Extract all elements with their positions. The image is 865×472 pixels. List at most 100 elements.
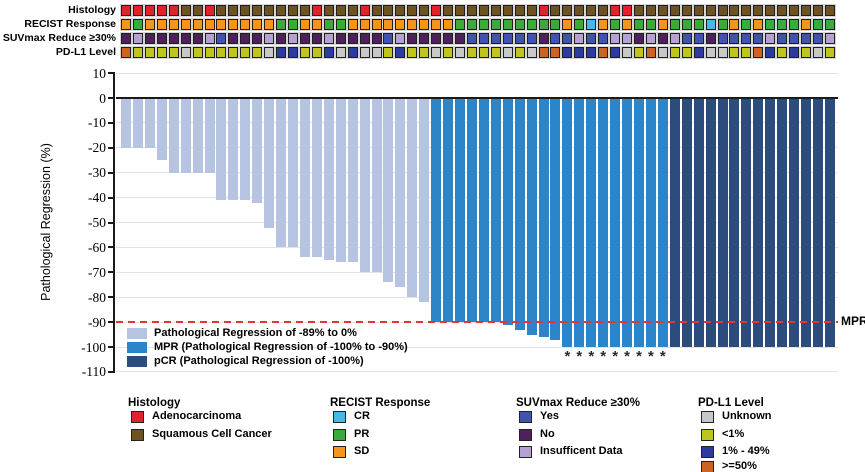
track-cell: [514, 19, 525, 30]
track-cell: [693, 47, 704, 58]
track-cell: [824, 47, 835, 58]
track-cell: [288, 47, 299, 58]
track-cell: [705, 47, 716, 58]
track-cell: [610, 47, 621, 58]
track-cell: [264, 5, 275, 16]
bar-patient-28: [443, 98, 454, 323]
track-cell: [693, 33, 704, 44]
track-cell: [299, 47, 310, 58]
track-cell: [192, 5, 203, 16]
track-cell: [180, 19, 191, 30]
track-label-3: SUVmax Reduce ≥30%: [2, 32, 116, 44]
y-axis-line: [113, 72, 115, 373]
track-cell: [276, 47, 287, 58]
track-cell: [228, 33, 239, 44]
bar-patient-31: [478, 98, 489, 323]
track-cell: [538, 19, 549, 30]
legend-item-swatch: [333, 446, 346, 458]
track-cell: [610, 19, 621, 30]
bar-patient-17: [311, 98, 322, 258]
track-cell: [765, 33, 776, 44]
track-cell: [383, 33, 394, 44]
track-cell: [359, 33, 370, 44]
bar-patient-20: [347, 98, 358, 263]
bar-patient-18: [323, 98, 334, 260]
y-axis-tick-label: -20: [88, 140, 106, 156]
track-label-4: PD-L1 Level: [55, 46, 116, 58]
significance-asterisk: *: [624, 348, 630, 365]
track-cell: [466, 47, 477, 58]
track-cell: [729, 5, 740, 16]
track-cell: [610, 33, 621, 44]
legend-header-2: RECIST Response: [330, 397, 431, 409]
track-cell: [801, 19, 811, 30]
y-axis-tick-label: -50: [88, 215, 106, 231]
bar-patient-35: [526, 98, 537, 335]
y-axis-tick-label: -60: [88, 239, 106, 255]
bar-patient-39: [574, 98, 585, 348]
bar-patient-25: [407, 98, 418, 298]
track-cell: [526, 5, 537, 16]
track-cell: [168, 19, 179, 30]
track-cell: [538, 5, 549, 16]
bar-patient-7: [192, 98, 203, 173]
track-cell: [526, 33, 537, 44]
legend-swatch-regression: [127, 328, 147, 339]
track-cell: [586, 33, 597, 44]
track-cell: [192, 47, 203, 58]
y-axis-tick: [108, 72, 115, 75]
track-cell: [478, 33, 489, 44]
track-cell: [598, 19, 609, 30]
bar-patient-12: [252, 98, 263, 203]
track-cell: [371, 47, 382, 58]
track-cell: [633, 47, 644, 58]
track-cell: [276, 33, 287, 44]
bar-patient-33: [502, 98, 513, 325]
track-cell: [645, 19, 656, 30]
gridline: [116, 122, 838, 124]
y-axis-tick-label: -90: [88, 314, 106, 330]
track-cell: [252, 33, 263, 44]
legend-header-3: SUVmax Reduce ≥30%: [516, 397, 640, 409]
track-cell: [132, 5, 143, 16]
track-cell: [371, 5, 382, 16]
bar-patient-24: [395, 98, 406, 288]
track-cell: [204, 19, 215, 30]
bar-patient-58: [801, 98, 811, 348]
track-cell: [490, 33, 501, 44]
significance-asterisk: *: [659, 348, 666, 365]
track-cell: [729, 47, 740, 58]
track-cell: [407, 19, 418, 30]
legend-label-regression: Pathological Regression of -89% to 0%: [154, 327, 357, 339]
legend-item-label: <1%: [722, 428, 745, 440]
legend-header-1: Histology: [128, 397, 181, 409]
track-cell: [121, 5, 131, 16]
track-cell: [812, 47, 823, 58]
track-cell: [562, 19, 573, 30]
legend-swatch-mpr: [127, 342, 147, 353]
track-cell: [812, 5, 823, 16]
bar-patient-6: [180, 98, 191, 173]
track-cell: [622, 19, 633, 30]
track-cell: [657, 19, 668, 30]
mpr-threshold-label: MPR: [841, 314, 865, 328]
track-cell: [669, 5, 680, 16]
legend-item-swatch: [701, 411, 714, 423]
track-cell: [729, 33, 740, 44]
track-cell: [311, 19, 322, 30]
track-cell: [574, 47, 585, 58]
track-cell: [574, 5, 585, 16]
track-cell: [240, 5, 251, 16]
track-cell: [443, 19, 454, 30]
legend-item-swatch: [701, 446, 714, 458]
track-cell: [335, 47, 346, 58]
track-cell: [323, 19, 334, 30]
track-cell: [681, 47, 692, 58]
track-cell: [562, 47, 573, 58]
track-cell: [156, 47, 167, 58]
track-cell: [132, 19, 143, 30]
track-cell: [681, 5, 692, 16]
bar-patient-60: [824, 98, 835, 348]
track-cell: [741, 47, 752, 58]
track-cell: [240, 47, 251, 58]
